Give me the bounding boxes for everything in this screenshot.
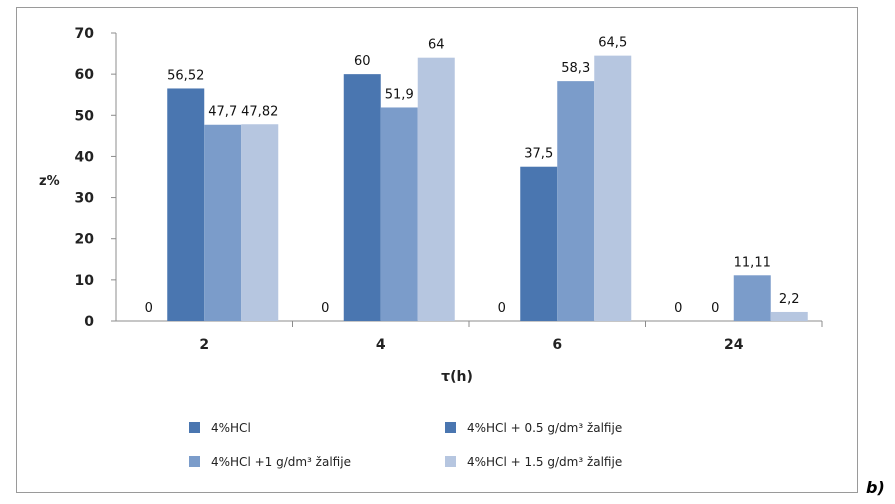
panel-label: b) <box>866 478 885 497</box>
y-tick-label: 30 <box>75 191 95 207</box>
y-tick-label: 60 <box>75 67 95 83</box>
data-label: 0 <box>711 301 719 316</box>
data-label: 0 <box>145 301 153 316</box>
x-tick-label: 6 <box>552 337 562 353</box>
data-label: 0 <box>321 301 329 316</box>
data-label: 56,52 <box>167 68 204 83</box>
bar <box>167 88 205 321</box>
bar <box>417 57 455 321</box>
legend-label: 4%HCl +1 g/dm³ žalfije <box>211 455 351 469</box>
bar <box>770 311 808 321</box>
bar <box>557 81 595 321</box>
bar <box>343 74 381 322</box>
data-label: 0 <box>498 301 506 316</box>
bar <box>241 124 279 322</box>
y-axis-title: z% <box>39 174 60 189</box>
bar <box>594 55 632 321</box>
bar <box>520 166 558 321</box>
bar <box>733 275 771 321</box>
y-tick-label: 40 <box>75 149 95 165</box>
y-tick-label: 70 <box>75 26 95 42</box>
data-label: 64,5 <box>598 36 627 51</box>
x-tick-label: 24 <box>724 337 744 353</box>
y-tick-label: 50 <box>75 108 95 124</box>
data-label: 51,9 <box>385 87 414 102</box>
legend-label: 4%HCl <box>211 421 251 435</box>
y-tick-label: 10 <box>75 273 95 289</box>
bar <box>204 124 242 322</box>
legend-swatch <box>445 422 456 433</box>
legend-label: 4%HCl + 1.5 g/dm³ žalfije <box>467 455 622 469</box>
x-tick-label: 4 <box>376 337 386 353</box>
x-axis-title: τ(h) <box>441 369 473 385</box>
data-label: 47,7 <box>208 105 237 120</box>
data-label: 64 <box>428 38 445 53</box>
data-label: 11,11 <box>734 255 771 270</box>
y-tick-label: 0 <box>84 314 94 330</box>
chart-frame: 0 10 20 30 40 50 60 70 z% 2 0 56,52 47,7 47,82 4 0 60 51,… <box>16 7 858 493</box>
y-tick-label: 20 <box>75 232 95 248</box>
legend-label: 4%HCl + 0.5 g/dm³ žalfije <box>467 421 622 435</box>
data-label: 2,2 <box>779 292 800 307</box>
x-tick-label: 2 <box>199 337 209 353</box>
data-label: 47,82 <box>241 104 278 119</box>
legend-swatch <box>445 456 456 467</box>
bar <box>380 107 418 322</box>
data-label: 37,5 <box>524 147 553 162</box>
data-label: 58,3 <box>561 61 590 76</box>
data-label: 60 <box>354 54 371 69</box>
legend-swatch <box>189 422 200 433</box>
legend-swatch <box>189 456 200 467</box>
data-label: 0 <box>674 301 682 316</box>
